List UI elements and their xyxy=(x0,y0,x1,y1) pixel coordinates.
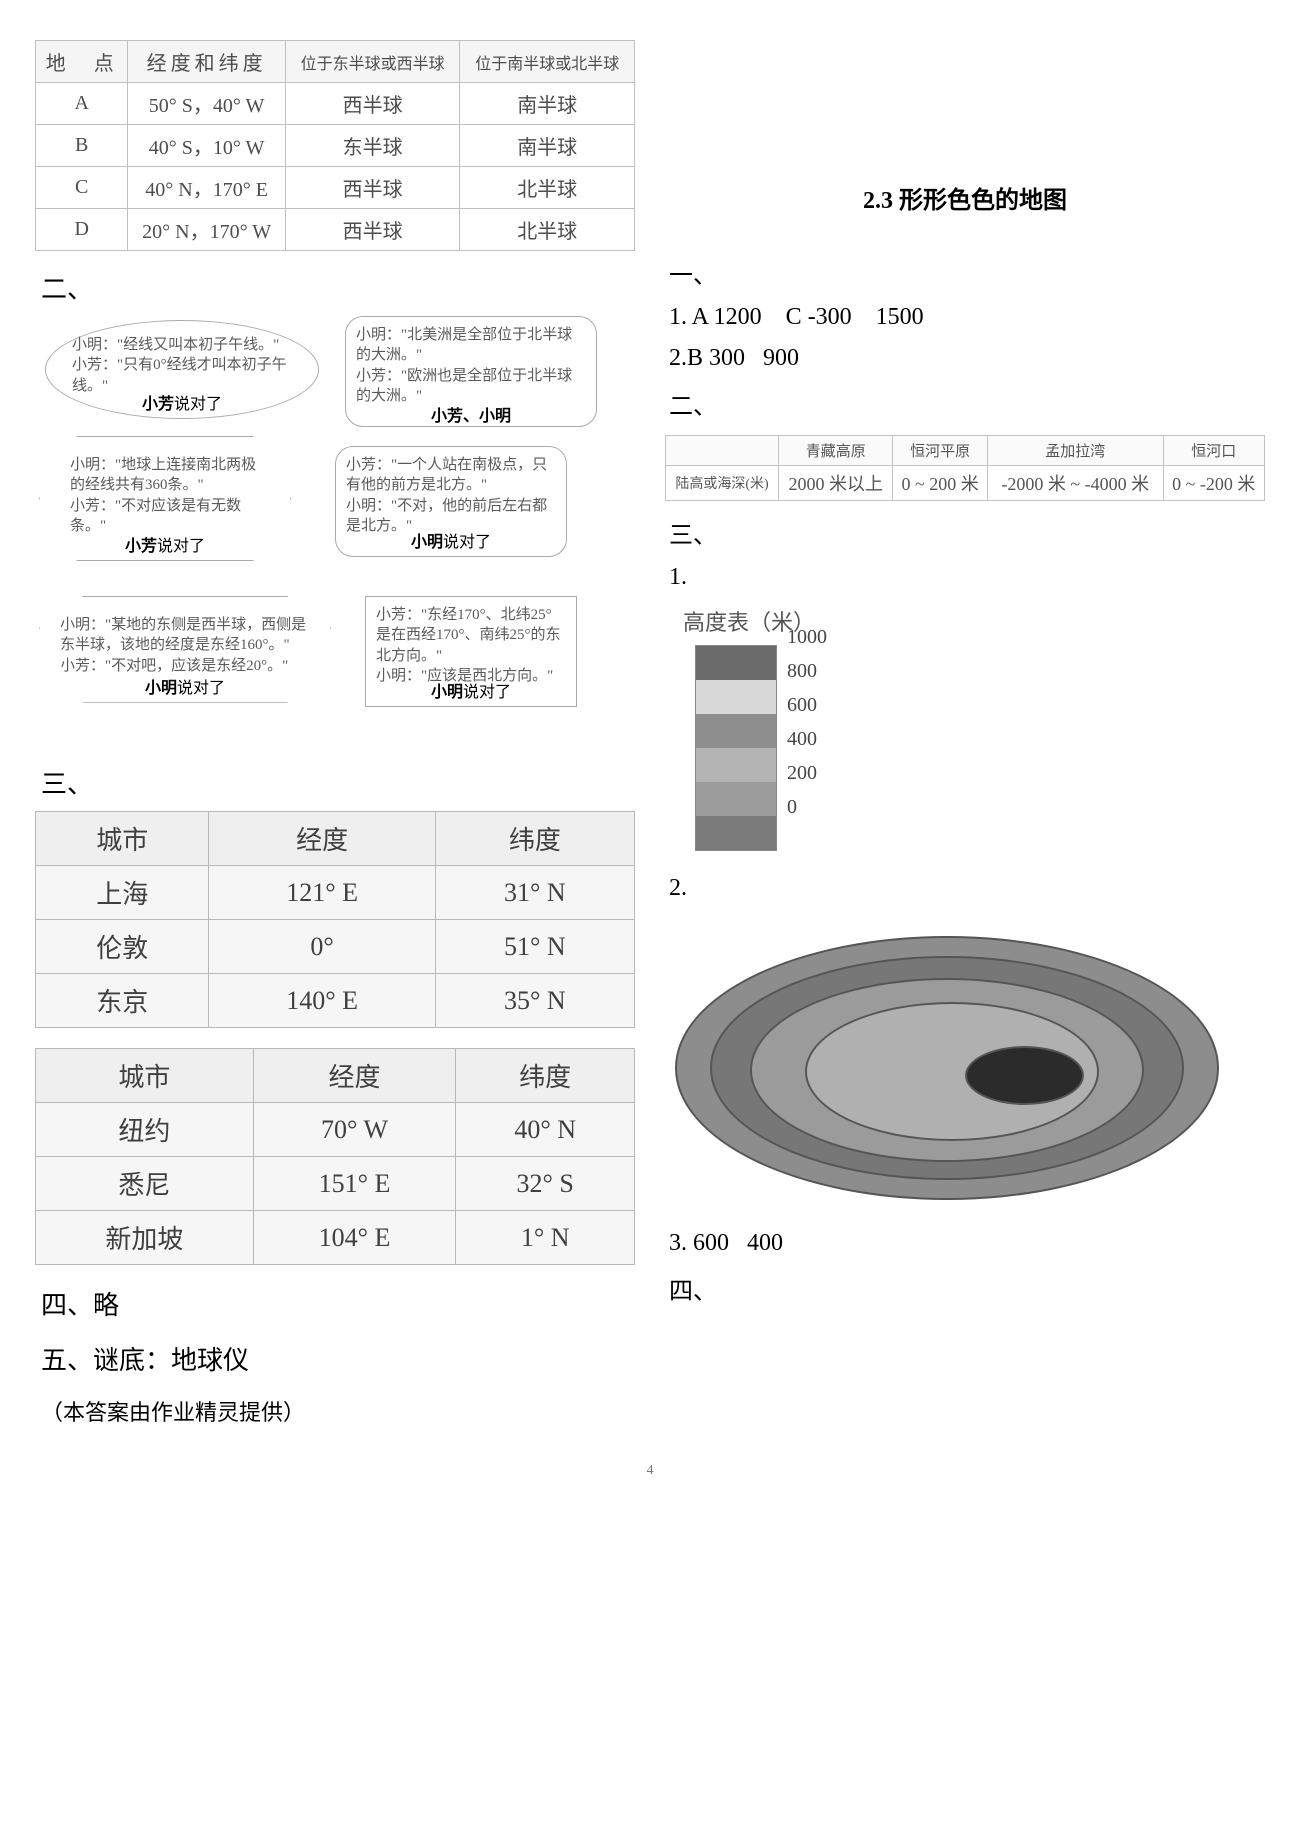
legend-title: 高度表（米） xyxy=(683,605,1265,637)
t1-h0: 地 点 xyxy=(36,41,128,83)
r-q1: 1. A 1200 C -300 1500 xyxy=(669,304,1265,331)
r-sec1: 一、 xyxy=(669,255,1265,290)
contour-ring xyxy=(965,1046,1084,1105)
section-title: 2.3 形形色色的地图 xyxy=(665,180,1265,215)
table-row: C40° N，170° E西半球北半球 xyxy=(36,167,635,209)
section-four: 四、略 xyxy=(41,1285,635,1322)
r-sec2: 二、 xyxy=(669,386,1265,421)
legend-swatch xyxy=(696,680,776,714)
table-row: 上海121° E31° N xyxy=(36,866,635,920)
table-row: D20° N，170° W西半球北半球 xyxy=(36,209,635,251)
legend-swatch xyxy=(696,782,776,816)
elevation-legend: 1000 800 600 400 200 0 xyxy=(695,645,1265,851)
legend-swatch xyxy=(696,748,776,782)
elevation-table: 青藏高原 恒河平原 孟加拉湾 恒河口 陆高或海深(米) 2000 米以上 0 ~… xyxy=(665,435,1265,501)
section-five: 五、谜底：地球仪 xyxy=(41,1340,635,1377)
bubble-5: 小明："某地的东侧是西半球，西侧是东半球，该地的经度是东经160°。" 小芳："… xyxy=(39,596,331,703)
section-two: 二、 xyxy=(41,269,635,306)
table-row: 纽约70° W40° N xyxy=(36,1103,635,1157)
t1-h3: 位于南半球或北半球 xyxy=(460,41,635,83)
legend-swatch xyxy=(696,714,776,748)
page-number: 4 xyxy=(0,1463,1300,1479)
r-q32: 2. xyxy=(669,875,1265,902)
table-row: A50° S，40° W西半球南半球 xyxy=(36,83,635,125)
r-q31: 1. xyxy=(669,564,1265,591)
section-three: 三、 xyxy=(41,764,635,801)
table-row: 陆高或海深(米) 2000 米以上 0 ~ 200 米 -2000 米 ~ -4… xyxy=(666,466,1265,501)
bubble-3: 小明："地球上连接南北两极的经线共有360条。" 小芳："不对应该是有无数条。"… xyxy=(39,436,291,561)
r-sec3: 三、 xyxy=(669,515,1265,550)
table-row: 新加坡104° E1° N xyxy=(36,1211,635,1265)
city-table-b: 城市 经度 纬度 纽约70° W40° N 悉尼151° E32° S 新加坡1… xyxy=(35,1048,635,1265)
bubble-2: 小明："北美洲是全部位于北半球的大洲。" 小芳："欧洲也是全部位于北半球的大洲。… xyxy=(345,316,597,427)
r-sec4: 四、 xyxy=(669,1271,1265,1306)
t1-h2: 位于东半球或西半球 xyxy=(285,41,460,83)
legend-swatch xyxy=(696,816,776,850)
bubble-6: 小芳："东经170°、北纬25°是在西经170°、南纬25°的东北方向。" 小明… xyxy=(365,596,577,707)
credit-text: （本答案由作业精灵提供） xyxy=(41,1395,635,1427)
coordinates-table: 地 点 经度和纬度 位于东半球或西半球 位于南半球或北半球 A50° S，40°… xyxy=(35,40,635,251)
r-q33: 3. 600 400 xyxy=(669,1230,1265,1257)
contour-map xyxy=(665,916,1225,1216)
city-table-a: 城市 经度 纬度 上海121° E31° N 伦敦0°51° N 东京140° … xyxy=(35,811,635,1028)
legend-swatch xyxy=(696,646,776,680)
table-row: B40° S，10° W东半球南半球 xyxy=(36,125,635,167)
bubble-4: 小芳："一个人站在南极点，只有他的前方是北方。" 小明："不对，他的前后左右都是… xyxy=(335,446,567,557)
table-row: 悉尼151° E32° S xyxy=(36,1157,635,1211)
table-row: 东京140° E35° N xyxy=(36,974,635,1028)
r-q2: 2.B 300 900 xyxy=(669,345,1265,372)
bubble-1: 小明："经线又叫本初子午线。" 小芳："只有0°经线才叫本初子午线。" 小芳说对… xyxy=(45,320,319,419)
legend-labels: 1000 800 600 400 200 0 xyxy=(777,637,827,851)
t1-h1: 经度和纬度 xyxy=(128,41,285,83)
legend-swatches xyxy=(695,645,777,851)
table-row: 伦敦0°51° N xyxy=(36,920,635,974)
dialogue-block: 小明："经线又叫本初子午线。" 小芳："只有0°经线才叫本初子午线。" 小芳说对… xyxy=(35,316,635,746)
